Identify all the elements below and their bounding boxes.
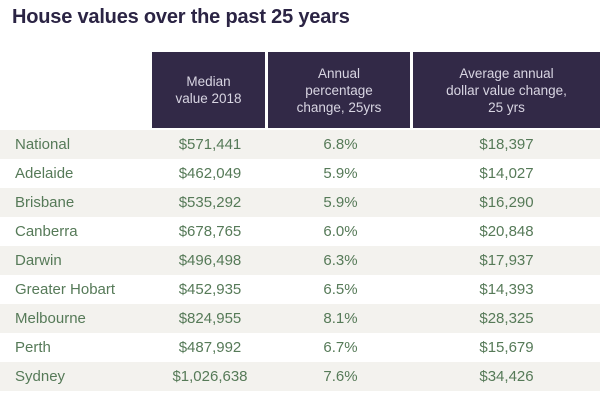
table-row: Canberra $678,765 6.0% $20,848	[0, 217, 600, 246]
dollar-change-cell: $14,393	[479, 281, 534, 298]
pct-change-cell: 7.6%	[323, 368, 358, 385]
row-label: Sydney	[15, 368, 66, 385]
median-value-cell: $487,992	[178, 339, 242, 356]
median-value-cell: $1,026,638	[172, 368, 248, 385]
table-row: Melbourne $824,955 8.1% $28,325	[0, 304, 600, 333]
table-row: National $571,441 6.8% $18,397	[0, 130, 600, 159]
row-label: Brisbane	[15, 194, 75, 211]
row-label: Greater Hobart	[15, 281, 116, 298]
median-value-cell: $496,498	[178, 252, 242, 269]
table-row: Brisbane $535,292 5.9% $16,290	[0, 188, 600, 217]
pct-change-cell: 6.3%	[323, 252, 358, 269]
header-line: Annual	[317, 65, 361, 81]
dollar-change-cell: $16,290	[479, 194, 534, 211]
header-line: Average annual	[459, 65, 554, 81]
header-avg-dollar-change: Average annual dollar value change, 25 y…	[413, 52, 600, 128]
dollar-change-cell: $17,937	[479, 252, 534, 269]
header-line: percentage	[305, 82, 373, 98]
pct-change-cell: 6.0%	[323, 223, 358, 240]
header-line: value 2018	[175, 91, 242, 106]
table-row: Sydney $1,026,638 7.6% $34,426	[0, 362, 600, 391]
pct-change-cell: 8.1%	[323, 310, 358, 327]
pct-change-cell: 6.5%	[323, 281, 358, 298]
page-title: House values over the past 25 years	[12, 6, 350, 28]
row-label: National	[15, 136, 71, 153]
median-value-cell: $452,935	[178, 281, 242, 298]
table-row: Perth $487,992 6.7% $15,679	[0, 333, 600, 362]
median-value-cell: $678,765	[178, 223, 242, 240]
row-label: Darwin	[15, 252, 62, 269]
row-label: Adelaide	[15, 165, 74, 182]
pct-change-cell: 6.8%	[323, 136, 358, 153]
table-header-row: Median value 2018 Annual percentage chan…	[152, 52, 600, 128]
dollar-change-cell: $28,325	[479, 310, 534, 327]
header-line: 25 yrs	[488, 99, 525, 115]
median-value-cell: $462,049	[178, 165, 242, 182]
table-row: Adelaide $462,049 5.9% $14,027	[0, 159, 600, 188]
table-row: Greater Hobart $452,935 6.5% $14,393	[0, 275, 600, 304]
dollar-change-cell: $15,679	[479, 339, 534, 356]
header-line: Median	[186, 74, 231, 89]
dollar-change-cell: $18,397	[479, 136, 534, 153]
row-label: Canberra	[15, 223, 78, 240]
dollar-change-cell: $20,848	[479, 223, 534, 240]
row-label: Melbourne	[15, 310, 86, 327]
header-line: change, 25yrs	[296, 99, 382, 115]
row-label: Perth	[15, 339, 51, 356]
median-value-cell: $824,955	[178, 310, 242, 327]
header-median-value: Median value 2018	[152, 52, 265, 128]
pct-change-cell: 5.9%	[323, 194, 358, 211]
header-line: dollar value change,	[446, 82, 567, 98]
table-row: Darwin $496,498 6.3% $17,937	[0, 246, 600, 275]
table-body: National $571,441 6.8% $18,397 Adelaide …	[0, 130, 600, 391]
header-annual-pct-change: Annual percentage change, 25yrs	[268, 52, 410, 128]
pct-change-cell: 5.9%	[323, 165, 358, 182]
pct-change-cell: 6.7%	[323, 339, 358, 356]
median-value-cell: $535,292	[178, 194, 242, 211]
dollar-change-cell: $14,027	[479, 165, 534, 182]
median-value-cell: $571,441	[178, 136, 242, 153]
dollar-change-cell: $34,426	[479, 368, 534, 385]
